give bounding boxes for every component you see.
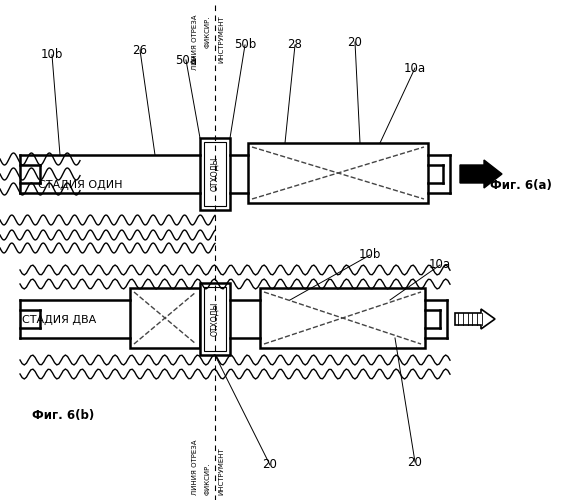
Text: СТАДИЯ ОДИН: СТАДИЯ ОДИН <box>38 180 122 190</box>
Text: ОТХОДЫ: ОТХОДЫ <box>211 302 219 336</box>
Text: СТАДИЯ ДВА: СТАДИЯ ДВА <box>22 315 96 325</box>
Bar <box>260 288 425 348</box>
FancyArrow shape <box>460 160 502 188</box>
FancyArrow shape <box>455 309 495 329</box>
Text: 50b: 50b <box>234 38 256 52</box>
Bar <box>248 143 428 203</box>
Text: 10b: 10b <box>359 248 381 262</box>
Bar <box>200 283 230 355</box>
Text: 50a: 50a <box>175 54 197 66</box>
Bar <box>200 138 230 210</box>
Bar <box>204 142 226 206</box>
Text: ОТХОДЫ: ОТХОДЫ <box>211 157 219 191</box>
Text: 10b: 10b <box>41 48 63 62</box>
Text: 20: 20 <box>408 456 422 468</box>
Text: ЛИНИЯ ОТРЕЗА: ЛИНИЯ ОТРЕЗА <box>192 440 198 495</box>
Text: Фиг. 6(b): Фиг. 6(b) <box>32 408 94 422</box>
Bar <box>130 288 200 348</box>
Bar <box>204 287 226 351</box>
Text: ФИКСИР.: ФИКСИР. <box>205 462 211 495</box>
Text: 10a: 10a <box>404 62 426 74</box>
Text: 20: 20 <box>263 458 277 471</box>
Text: 10a: 10a <box>429 258 451 272</box>
Text: 28: 28 <box>288 38 302 52</box>
Text: 26: 26 <box>132 44 147 57</box>
Text: Фиг. 6(a): Фиг. 6(a) <box>490 178 552 192</box>
Text: ЛИНИЯ ОТРЕЗА: ЛИНИЯ ОТРЕЗА <box>192 15 198 70</box>
Text: ИНСТРУМЕНТ: ИНСТРУМЕНТ <box>218 15 224 62</box>
Text: 20: 20 <box>347 36 362 49</box>
Text: ИНСТРУМЕНТ: ИНСТРУМЕНТ <box>218 447 224 495</box>
Text: ФИКСИР.: ФИКСИР. <box>205 15 211 48</box>
